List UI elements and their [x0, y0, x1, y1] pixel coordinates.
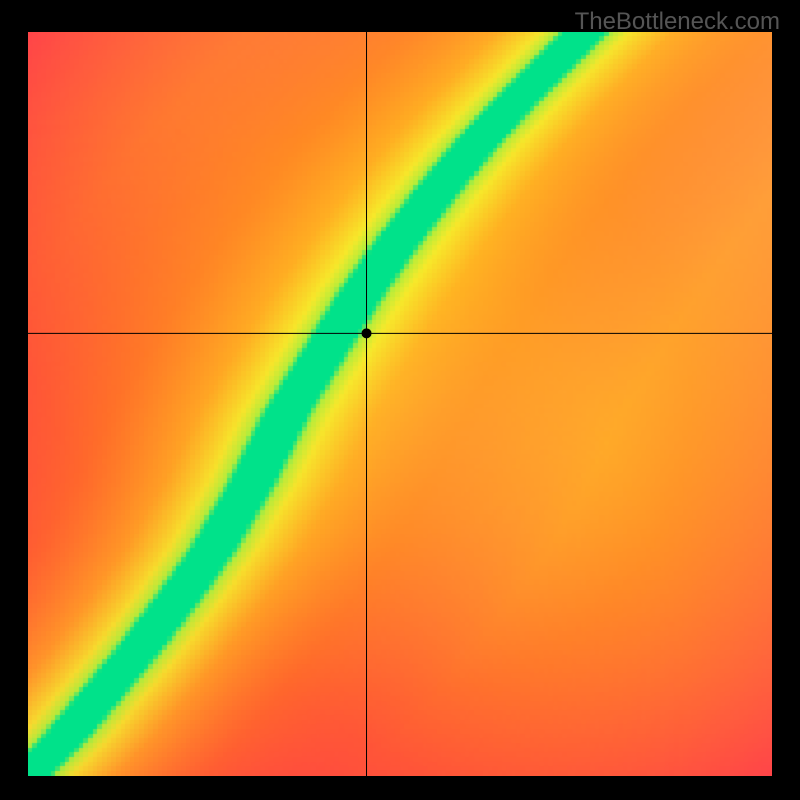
chart-frame: TheBottleneck.com	[0, 0, 800, 800]
heatmap-canvas	[28, 32, 772, 776]
